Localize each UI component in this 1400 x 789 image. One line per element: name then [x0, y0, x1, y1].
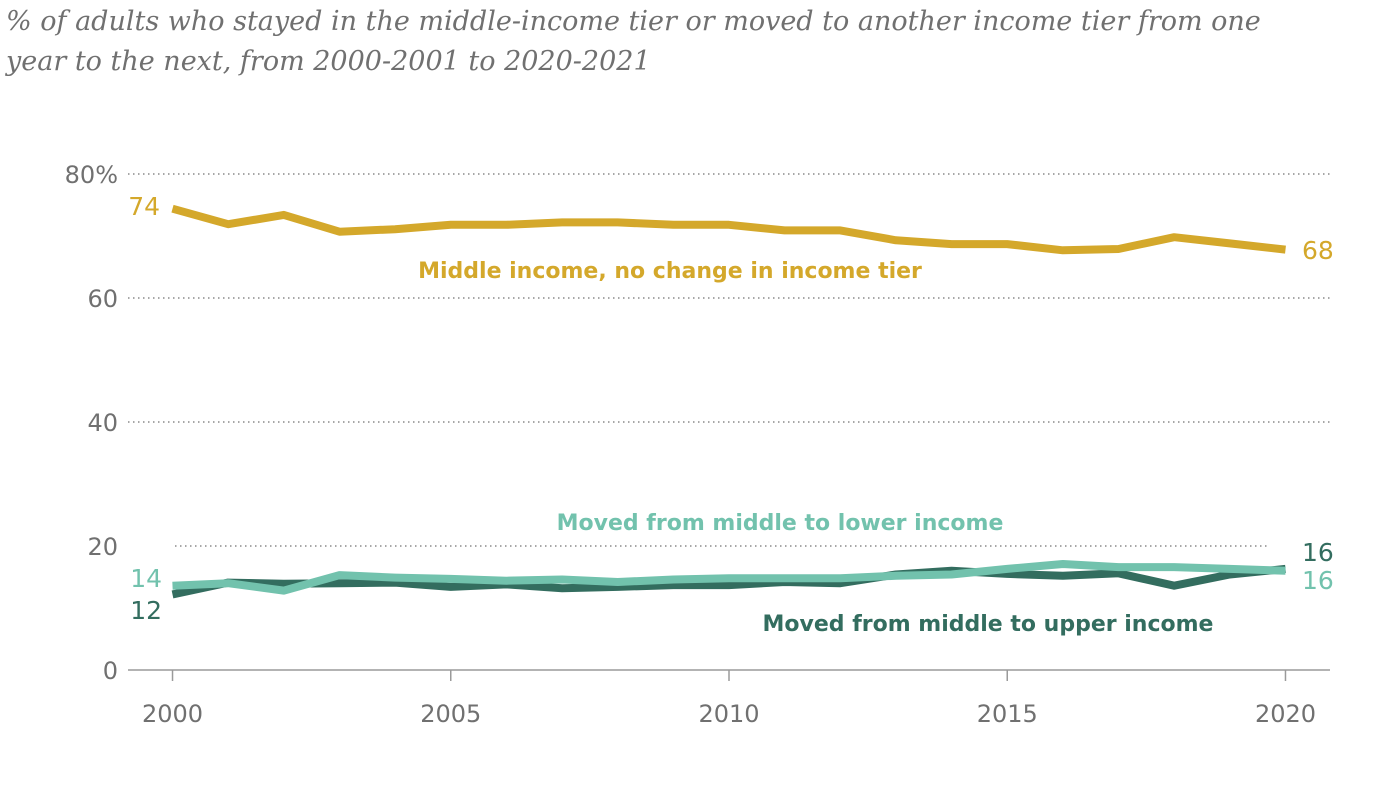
- series-start-label-1: 14: [130, 564, 162, 593]
- x-tick-label: 2000: [142, 700, 203, 728]
- series-labels: Middle income, no change in income tier M…: [128, 192, 1334, 637]
- series-line-2: [171, 564, 1286, 599]
- y-tick-label: 60: [87, 285, 118, 313]
- series-name-label-1: Moved from middle to lower income: [557, 511, 1004, 536]
- series-start-label-0: 74: [128, 192, 160, 221]
- series-end-label-2: 16: [1302, 538, 1334, 567]
- gridlines: [128, 173, 1330, 547]
- x-tick-label: 2020: [1255, 700, 1316, 728]
- x-axis-ticks: 2000 2005 2010 2015 2020: [142, 670, 1316, 728]
- y-tick-label: 40: [87, 409, 118, 437]
- series-lines: [171, 204, 1286, 599]
- series-line-1: [172, 560, 1286, 595]
- series-name-label-2: Moved from middle to upper income: [763, 612, 1214, 637]
- y-tick-label: 0: [103, 657, 118, 685]
- x-tick-label: 2010: [698, 700, 759, 728]
- series-start-label-2: 12: [130, 596, 162, 625]
- y-axis-ticks: 0 20 40 60 80%: [65, 161, 118, 685]
- series-end-label-1: 16: [1302, 566, 1334, 595]
- chart-subtitle: % of adults who stayed in the middle-inc…: [6, 6, 1261, 77]
- series-name-label-0: Middle income, no change in income tier: [418, 259, 922, 284]
- y-tick-label: 80%: [65, 161, 118, 189]
- x-tick-label: 2015: [977, 700, 1038, 728]
- series-end-label-0: 68: [1302, 236, 1334, 265]
- x-tick-label: 2005: [420, 700, 481, 728]
- y-tick-label: 20: [87, 533, 118, 561]
- series-line-0: [171, 204, 1286, 255]
